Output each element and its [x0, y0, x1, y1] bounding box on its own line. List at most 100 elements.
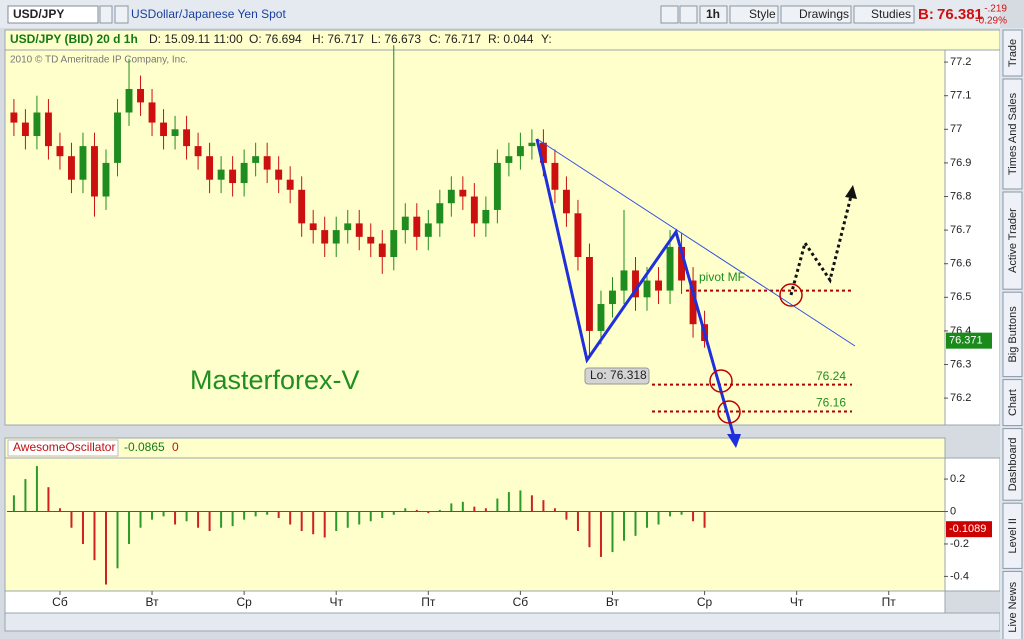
drawings-button[interactable]	[780, 5, 852, 24]
y-tick-label: -0.4	[950, 570, 969, 582]
style-button[interactable]	[729, 5, 779, 24]
candle-body	[114, 112, 121, 163]
level-label: pivot MF	[699, 270, 745, 284]
osc-title: AwesomeOscillator	[13, 440, 115, 454]
style-label[interactable]: Style	[749, 7, 776, 21]
wave-arrow	[727, 434, 741, 448]
side-tab-label[interactable]: Active Trader	[1007, 208, 1019, 273]
y-tick-label: 0.2	[950, 473, 965, 485]
x-tick-label: Вт	[145, 595, 159, 609]
last-value-tag	[946, 521, 992, 538]
side-tab[interactable]	[1002, 502, 1023, 569]
price-scale	[944, 49, 1001, 426]
symbol-box[interactable]	[7, 5, 99, 24]
candle-body	[528, 142, 536, 147]
candle-body	[666, 246, 674, 291]
side-tab[interactable]	[1002, 428, 1023, 501]
candle-body	[586, 256, 593, 331]
info-title: USD/JPY (BID) 20 d 1h	[10, 32, 138, 46]
y-tick-label: 76.6	[950, 258, 971, 270]
candle-body	[275, 169, 283, 180]
candle-body	[33, 112, 41, 137]
x-tick-label: Чт	[790, 595, 804, 609]
tool-button[interactable]	[679, 5, 698, 24]
candle-body	[79, 146, 87, 180]
info-open: O: 76.694	[249, 32, 302, 46]
projection	[789, 195, 853, 296]
side-tab[interactable]	[1002, 78, 1023, 190]
candle-body	[378, 243, 386, 257]
side-tab-label[interactable]: Big Buttons	[1007, 306, 1019, 363]
candle-body	[309, 223, 317, 231]
scrollbar[interactable]	[4, 612, 1001, 632]
projection-arrow	[845, 185, 857, 199]
x-tick-label: Сб	[52, 595, 68, 609]
candle-body	[390, 230, 398, 257]
info-low: L: 76.673	[371, 32, 421, 46]
candle-body	[436, 203, 444, 224]
candle-body	[643, 280, 651, 298]
y-tick-label: 76.8	[950, 190, 971, 202]
last-value-tag	[946, 332, 992, 349]
y-tick-label: 0	[950, 505, 956, 517]
bid: 76.381	[937, 6, 983, 23]
x-tick-label: Сб	[513, 595, 529, 609]
level-label: 76.16	[816, 396, 846, 410]
osc-header-extra: 0	[172, 440, 179, 454]
side-tab[interactable]	[1002, 29, 1023, 77]
y-tick-label: 76.7	[950, 224, 971, 236]
candle-body	[367, 236, 375, 244]
interval-button[interactable]	[699, 5, 728, 24]
side-tab-label[interactable]: Times And Sales	[1007, 92, 1019, 175]
candle-body	[424, 223, 432, 237]
candle-body	[632, 270, 639, 298]
candle-body	[482, 209, 490, 224]
candle-body	[539, 142, 547, 163]
side-tab-label[interactable]: Dashboard	[1007, 437, 1019, 491]
candle-body	[551, 162, 559, 190]
tool-button[interactable]	[660, 5, 679, 24]
info-date: D: 15.09.11 11:00	[149, 32, 243, 46]
watermark: Masterforex-V	[190, 365, 360, 395]
candle-body	[229, 169, 237, 184]
y-tick-label: 77	[950, 123, 962, 135]
candle-body	[68, 156, 75, 180]
description: USDollar/Japanese Yen Spot	[131, 7, 286, 21]
low-label-box	[584, 367, 650, 385]
side-tab-label[interactable]: Live News	[1007, 581, 1019, 632]
x-tick-label: Вт	[606, 595, 620, 609]
side-tab-label[interactable]: Chart	[1007, 389, 1019, 416]
y-tick-label: 76.9	[950, 157, 971, 169]
y-tick-label: -0.2	[950, 538, 969, 550]
side-tab-label[interactable]: Level II	[1007, 518, 1019, 553]
candle-body	[137, 88, 144, 103]
info-high: H: 76.717	[312, 32, 364, 46]
candle-body	[470, 196, 478, 224]
x-tick-label: Ср	[236, 595, 252, 609]
candle-body	[286, 179, 294, 190]
candle-body	[620, 270, 628, 291]
side-tab[interactable]	[1002, 291, 1023, 378]
side-tab-label[interactable]: Trade	[1007, 39, 1019, 67]
symbol-menu[interactable]	[99, 5, 113, 24]
interval[interactable]: 1h	[706, 7, 720, 21]
low-label: Lo: 76.318	[590, 368, 647, 382]
drawings-label[interactable]: Drawings	[799, 7, 849, 21]
symbol-link[interactable]	[114, 5, 129, 24]
candle-body	[401, 216, 409, 231]
candle-body	[655, 280, 662, 291]
candle-body	[298, 189, 306, 224]
side-tab[interactable]	[1002, 379, 1023, 427]
candle-body	[194, 146, 202, 157]
studies-label[interactable]: Studies	[871, 7, 911, 21]
studies-button[interactable]	[853, 5, 915, 24]
price-panel	[4, 49, 946, 426]
side-tab[interactable]	[1002, 570, 1023, 639]
symbol[interactable]: USD/JPY	[13, 7, 64, 21]
last-value-label: -0.1089	[949, 523, 986, 535]
side-tab[interactable]	[1002, 191, 1023, 290]
info-range: R: 0.044	[488, 32, 534, 46]
candle-body	[505, 156, 513, 163]
